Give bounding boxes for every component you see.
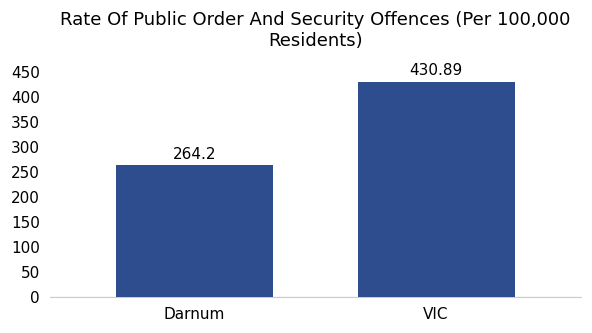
Title: Rate Of Public Order And Security Offences (Per 100,000 Residents): Rate Of Public Order And Security Offenc… (60, 11, 571, 50)
Text: 430.89: 430.89 (410, 63, 463, 78)
Bar (116, 165, 273, 297)
Text: 264.2: 264.2 (173, 147, 217, 162)
Bar (358, 82, 514, 297)
